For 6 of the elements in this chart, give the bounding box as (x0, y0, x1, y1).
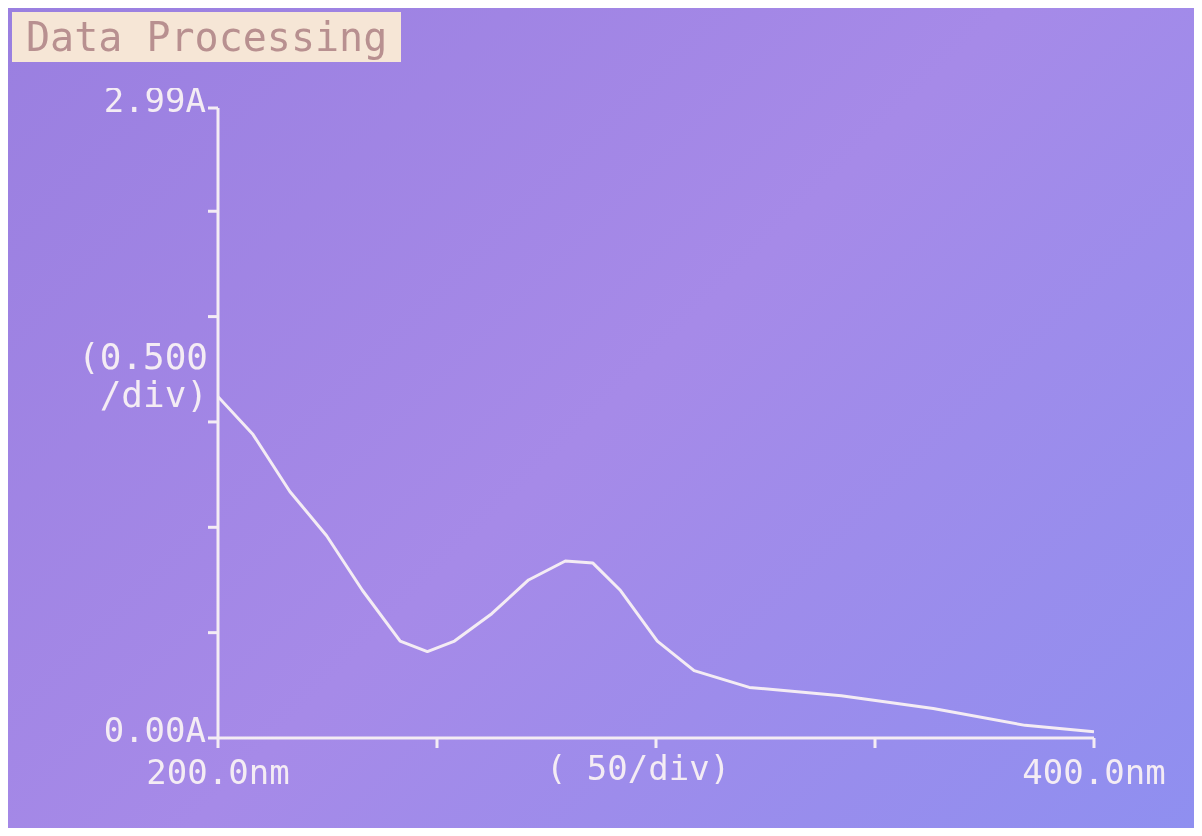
x-axis-title: ( 50/div) (544, 748, 732, 788)
y-tick-label: 0.00A (103, 710, 206, 751)
y-axis-title: (0.500 /div) (76, 336, 208, 415)
x-tick-label: 200.0nm (146, 752, 290, 793)
x-tick-label: 400.0nm (1022, 752, 1166, 793)
chart-title: Data Processing (12, 12, 402, 62)
